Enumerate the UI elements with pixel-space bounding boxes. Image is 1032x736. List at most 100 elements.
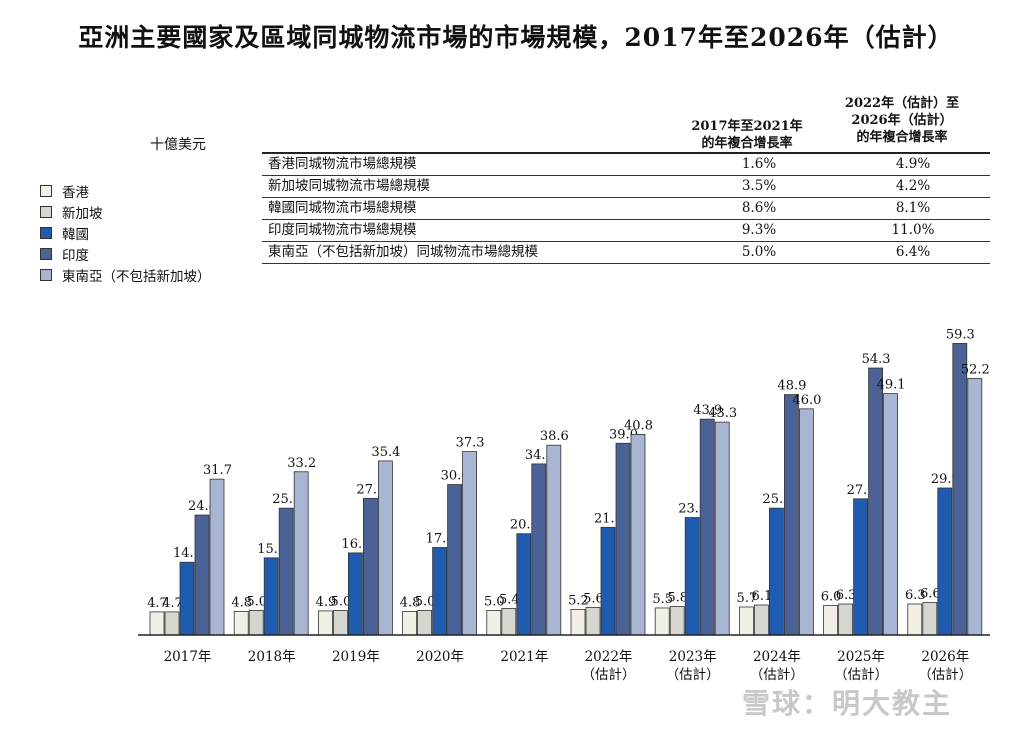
data-label: 49.1 — [877, 378, 906, 393]
bar-in — [868, 367, 883, 636]
bar-hk — [654, 607, 670, 636]
legend-item-in: 印度 — [40, 243, 211, 264]
data-label: 52.2 — [961, 362, 990, 377]
bar-kr — [179, 561, 195, 636]
bar-sg — [585, 607, 601, 636]
table-row: 香港同城物流市場總規模 1.6% 4.9% — [262, 152, 990, 176]
cagr-value: 4.9% — [836, 152, 990, 176]
data-label: 6.1 — [752, 589, 773, 604]
cagr-header-line: 2022年（估計）至 — [844, 96, 960, 111]
bar-kr — [853, 498, 868, 636]
legend-label: 東南亞（不包括新加坡） — [62, 268, 211, 285]
row-label: 東南亞（不包括新加坡）同城物流市場總規模 — [262, 241, 682, 264]
cagr-header-2022-2026: 2022年（估計）至 2026年（估計） 的年複合增長率 — [827, 95, 977, 146]
bar-in — [531, 463, 547, 636]
bar-in — [194, 514, 210, 636]
cagr-header-line: 2017年至2021年 — [691, 119, 803, 134]
bar-in — [784, 394, 799, 636]
x-tick-label: 2024年 — [753, 649, 801, 665]
row-label: 韓國同城物流市場總規模 — [262, 197, 682, 220]
data-label: 6.0 — [821, 590, 842, 605]
data-label: 54.3 — [862, 352, 891, 367]
legend-swatch — [40, 184, 52, 197]
data-label: 5.8 — [667, 590, 688, 605]
bar-sea — [377, 460, 393, 636]
data-label: 5.2 — [568, 593, 589, 608]
bar-sea — [546, 444, 562, 636]
cagr-header-line: 的年複合增長率 — [701, 136, 793, 151]
bar-hk — [317, 610, 333, 636]
x-tick-label: 2019年 — [332, 649, 380, 665]
legend-item-sg: 新加坡 — [40, 201, 211, 222]
data-label: 4.8 — [231, 595, 252, 610]
cagr-table: 香港同城物流市場總規模 1.6% 4.9% 新加坡同城物流市場總規模 3.5% … — [262, 152, 990, 264]
legend-swatch — [40, 268, 52, 281]
data-label: 4.7 — [162, 596, 183, 611]
legend-swatch — [40, 205, 52, 218]
bar-in — [952, 343, 968, 636]
bar-hk — [233, 611, 249, 636]
bar-sg — [838, 603, 853, 636]
x-tick-label: （估計） — [834, 667, 888, 683]
watermark: 雪球：明大教主 — [742, 687, 953, 720]
bar-kr — [937, 487, 953, 636]
bar-kr — [263, 557, 279, 636]
bar-sea — [462, 451, 478, 636]
bar-sea — [967, 377, 983, 636]
data-label: 43.3 — [708, 406, 737, 421]
bar-kr — [600, 526, 616, 636]
cagr-value: 1.6% — [682, 152, 836, 176]
bar-in — [362, 497, 378, 636]
x-tick-label: 2025年 — [837, 649, 885, 665]
data-label: 6.3 — [905, 588, 926, 603]
data-label: 46.0 — [792, 393, 821, 408]
legend: 香港 新加坡 韓國 印度 東南亞（不包括新加坡） — [40, 180, 211, 285]
data-label: 5.0 — [246, 594, 267, 609]
data-label: 38.6 — [540, 429, 569, 444]
x-tick-label: 2017年 — [164, 649, 212, 665]
data-label: 43.9 — [693, 403, 722, 418]
data-label: 48.9 — [777, 379, 806, 394]
table-row: 韓國同城物流市場總規模 8.6% 8.1% — [262, 197, 990, 220]
row-label: 香港同城物流市場總規模 — [262, 152, 682, 176]
bar-hk — [486, 610, 502, 636]
bar-kr — [347, 552, 363, 636]
bar-hk — [823, 605, 838, 636]
x-tick-label: 2026年 — [921, 649, 969, 665]
data-label: 5.6 — [583, 591, 604, 606]
x-tick-label: （估計） — [582, 667, 636, 683]
cagr-value: 3.5% — [682, 175, 836, 198]
bar-sea — [799, 408, 814, 636]
row-label: 印度同城物流市場總規模 — [262, 219, 682, 242]
bar-sg — [669, 606, 685, 636]
bar-sea — [209, 478, 225, 636]
data-label: 5.7 — [737, 591, 758, 606]
bar-sea — [630, 433, 646, 636]
legend-label: 印度 — [62, 247, 89, 264]
cagr-value: 8.6% — [682, 197, 836, 220]
table-row: 印度同城物流市場總規模 9.3% 11.0% — [262, 219, 990, 242]
legend-item-kr: 韓國 — [40, 222, 211, 243]
data-label: 5.5 — [652, 592, 673, 607]
cagr-header-line: 的年複合增長率 — [856, 130, 948, 145]
legend-item-hk: 香港 — [40, 180, 211, 201]
bar-sea — [714, 421, 730, 636]
chart-title: 亞洲主要國家及區域同城物流市場的市場規模，2017年至2026年（估計） — [78, 23, 954, 52]
cagr-header-2017-2021: 2017年至2021年 的年複合增長率 — [672, 118, 822, 152]
bar-kr — [684, 517, 700, 636]
x-tick-label: 2021年 — [500, 649, 548, 665]
legend-label: 香港 — [62, 184, 89, 201]
bar-sg — [417, 610, 433, 636]
x-tick-label: （估計） — [666, 667, 720, 683]
bar-kr — [516, 533, 532, 636]
bar-in — [615, 442, 631, 636]
legend-item-sea: 東南亞（不包括新加坡） — [40, 264, 211, 285]
legend-label: 韓國 — [62, 226, 89, 243]
bar-sg — [501, 608, 517, 636]
bar-hk — [570, 609, 586, 636]
x-tick-label: 2023年 — [669, 649, 717, 665]
cagr-value: 9.3% — [682, 219, 836, 242]
data-label: 6.3 — [836, 588, 857, 603]
table-row: 東南亞（不包括新加坡）同城物流市場總規模 5.0% 6.4% — [262, 241, 990, 264]
